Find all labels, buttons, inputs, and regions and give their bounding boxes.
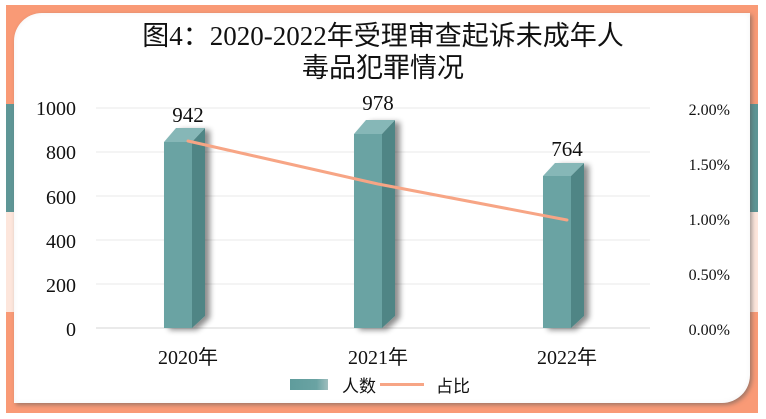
right-tick: 2.00%	[689, 102, 730, 119]
legend-line-label: 占比	[436, 376, 470, 397]
right-tick: 1.00%	[689, 212, 730, 229]
left-tick: 1000	[36, 98, 76, 120]
right-decor-band-peach	[750, 212, 758, 312]
legend-bar-swatch-icon	[290, 378, 328, 390]
ratio-line	[186, 139, 569, 222]
legend-bar-label: 人数	[342, 376, 376, 397]
right-decor-band-teal	[750, 104, 758, 212]
data-label-2020: 942	[172, 103, 204, 127]
left-tick: 600	[46, 187, 76, 209]
chart-title-line2: 毒品犯罪情况	[302, 53, 464, 83]
chart-title-line1: 图4：2020-2022年受理审查起诉未成年人	[142, 21, 624, 51]
data-label-2021: 978	[362, 91, 394, 115]
bar-2022	[543, 163, 584, 328]
right-tick: 0.50%	[689, 267, 730, 284]
left-decor-band-peach	[6, 212, 14, 312]
right-axis: 2.00% 1.50% 1.00% 0.50% 0.00%	[689, 102, 730, 339]
left-axis: 1000 800 600 400 200 0	[36, 98, 76, 341]
x-axis: 2020年 2021年 2022年	[158, 346, 597, 369]
left-decor-band-teal	[6, 104, 14, 212]
bar-2020	[164, 128, 205, 328]
right-tick: 1.50%	[689, 157, 730, 174]
category-label: 2022年	[537, 346, 597, 369]
category-label: 2020年	[158, 346, 218, 369]
left-tick: 200	[46, 275, 76, 297]
bar-2021	[354, 120, 395, 328]
left-tick: 0	[66, 319, 76, 341]
legend-line-swatch-icon	[380, 382, 424, 386]
left-tick: 800	[46, 142, 76, 164]
left-tick: 400	[46, 231, 76, 253]
category-label: 2021年	[348, 346, 408, 369]
data-label-2022: 764	[551, 137, 583, 161]
right-tick: 0.00%	[689, 322, 730, 339]
legend: 人数 占比	[290, 373, 470, 397]
data-labels: 942 978 764	[172, 91, 583, 161]
